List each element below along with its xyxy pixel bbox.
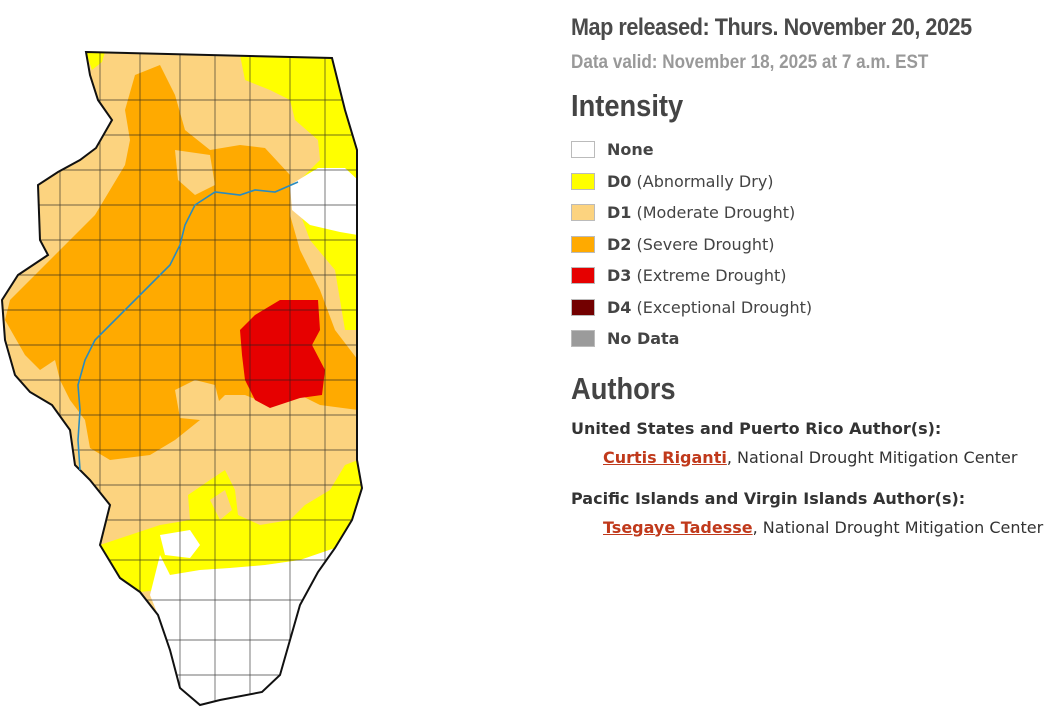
intensity-heading: Intensity: [571, 88, 684, 123]
none-region-south: [150, 548, 335, 705]
us-pr-author-line: Curtis Riganti, National Drought Mitigat…: [603, 448, 1051, 467]
legend-item-d2: D2 (Severe Drought): [571, 229, 1051, 261]
legend-item-d0: D0 (Abnormally Dry): [571, 166, 1051, 198]
none-region-northeast: [290, 168, 358, 235]
state-outline: [0, 50, 364, 707]
legend-swatch: [571, 298, 595, 316]
d0-region-south: [100, 460, 362, 592]
author-link-riganti[interactable]: Curtis Riganti: [603, 447, 727, 467]
legend: None D0 (Abnormally Dry) D1 (Moderate Dr…: [571, 134, 1051, 355]
d1-inset-south: [175, 380, 220, 420]
legend-item-d1: D1 (Moderate Drought): [571, 197, 1051, 229]
d3-region: [240, 300, 325, 408]
legend-item-none: None: [571, 134, 1051, 166]
legend-swatch: [571, 204, 595, 222]
drought-map: [0, 50, 364, 707]
d1-inset-north: [175, 150, 215, 195]
river-line: [77, 181, 299, 471]
data-valid-date: Data valid: November 18, 2025 at 7 a.m. …: [571, 52, 929, 73]
legend-swatch: [571, 172, 595, 190]
map-released-date: Map released: Thurs. November 20, 2025: [571, 14, 972, 41]
pacific-vi-authors-label: Pacific Islands and Virgin Islands Autho…: [571, 488, 966, 508]
legend-swatch: [571, 141, 595, 159]
legend-item-d3: D3 (Extreme Drought): [571, 260, 1051, 292]
author-org: , National Drought Mitigation Center: [752, 517, 1044, 537]
author-link-tadesse[interactable]: Tsegaye Tadesse: [603, 517, 753, 537]
pacific-vi-author-line: Tsegaye Tadesse, National Drought Mitiga…: [603, 518, 1051, 537]
d1-inset-southcentral: [210, 490, 232, 520]
legend-swatch: [571, 330, 595, 348]
legend-swatch: [571, 235, 595, 253]
authors-heading: Authors: [571, 370, 676, 406]
info-panel: Map released: Thurs. November 20, 2025 D…: [571, 14, 1051, 537]
author-org: , National Drought Mitigation Center: [726, 447, 1018, 467]
legend-item-no-data: No Data: [571, 323, 1051, 355]
legend-swatch: [571, 267, 595, 285]
legend-item-d4: D4 (Exceptional Drought): [571, 292, 1051, 324]
us-pr-authors-label: United States and Puerto Rico Author(s):: [571, 418, 942, 438]
